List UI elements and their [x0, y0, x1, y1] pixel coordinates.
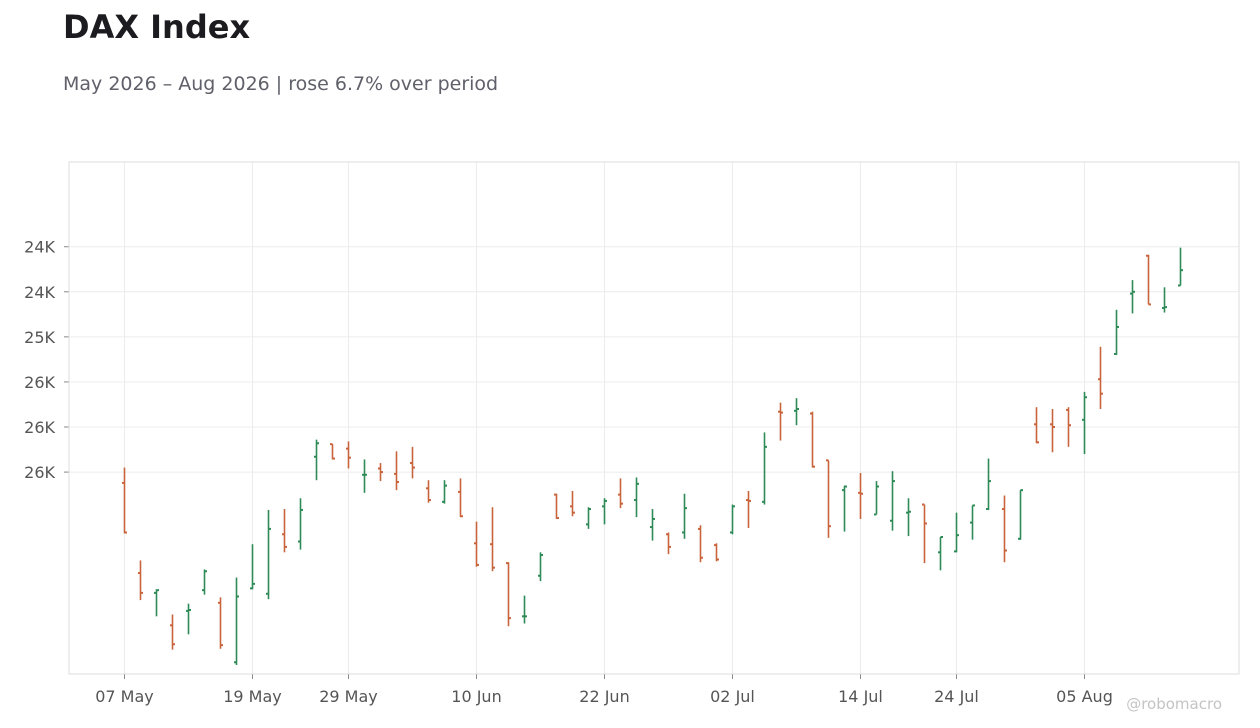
x-tick-label: 22 Jun [579, 687, 629, 706]
ohlc-bar [538, 552, 543, 582]
ohlc-bar [362, 459, 367, 493]
ohlc-bar [858, 472, 863, 519]
chart-title: DAX Index [63, 8, 251, 46]
ohlc-bar [650, 509, 655, 541]
ohlc-bar [970, 504, 975, 540]
x-tick-label: 14 Jul [838, 687, 883, 706]
ohlc-bar [138, 560, 143, 601]
ohlc-bar [1082, 391, 1087, 455]
ohlc-bar [714, 543, 719, 562]
y-tick-label: 26K [24, 418, 55, 437]
x-axis-labels: 07 May 19 May 29 May 10 Jun 22 Jun 02 Jul 14 J… [95, 687, 1113, 706]
ohlc-bar [586, 507, 591, 529]
ohlc-bar [378, 463, 383, 482]
ohlc-bar [250, 544, 255, 590]
ohlc-bar [778, 402, 783, 441]
y-tick-label: 25K [24, 328, 55, 347]
ohlc-bar [1034, 407, 1039, 444]
ohlc-bar [922, 503, 927, 564]
ohlc-bar [762, 432, 767, 505]
y-tick-label: 26K [24, 463, 55, 482]
ohlc-bar [506, 562, 511, 627]
x-tick-label: 02 Jul [710, 687, 755, 706]
ohlc-bar [1114, 309, 1119, 355]
ohlc-bar [1050, 408, 1055, 453]
ohlc-bar [986, 458, 991, 511]
ohlc-bar [1178, 247, 1183, 287]
ohlc-bar [266, 509, 271, 600]
ohlc-bar [282, 509, 287, 553]
grid-lines [64, 162, 1239, 679]
ohlc-bar [1018, 489, 1023, 540]
ohlc-bar [442, 480, 447, 504]
plot-frame [68, 161, 1240, 675]
ohlc-bar [906, 498, 911, 537]
ohlc-bar [810, 411, 815, 468]
ohlc-bar [122, 467, 127, 534]
ohlc-bar [330, 443, 335, 460]
ohlc-bar [234, 577, 239, 665]
ohlc-bar [202, 569, 207, 595]
ohlc-bar [890, 471, 895, 531]
ohlc-bar [602, 498, 607, 525]
ohlc-bar [1162, 287, 1167, 313]
x-tick-label: 19 May [223, 687, 282, 706]
ohlc-bar [666, 532, 671, 555]
ohlc-bars [122, 247, 1183, 665]
x-tick-label: 24 Jul [934, 687, 979, 706]
ohlc-bar [154, 589, 159, 617]
ohlc-bar [746, 491, 751, 528]
x-tick-label: 05 Aug [1056, 687, 1113, 706]
ohlc-bar [938, 535, 943, 571]
ohlc-bar [634, 477, 639, 518]
ohlc-bar [874, 481, 879, 516]
ohlc-bar [794, 398, 799, 426]
ohlc-bar [474, 521, 479, 567]
ohlc-bar [186, 603, 191, 635]
ohlc-bar [346, 441, 351, 469]
ohlc-bar [570, 491, 575, 517]
y-tick-label: 26K [24, 373, 55, 392]
x-tick-label: 10 Jun [451, 687, 501, 706]
ohlc-bar [1002, 495, 1007, 563]
ohlc-bar [458, 478, 463, 518]
ohlc-bar [698, 525, 703, 563]
ohlc-bar [314, 439, 319, 481]
x-tick-label: 07 May [95, 687, 154, 706]
ohlc-bar [954, 512, 959, 553]
ohlc-bar [826, 459, 831, 538]
ohlc-bar [170, 614, 175, 650]
watermark: @robomacro [1126, 695, 1222, 713]
ohlc-bar [410, 446, 415, 479]
ohlc-bar [1146, 254, 1151, 306]
ohlc-bar [1066, 407, 1071, 447]
ohlc-bar [554, 493, 559, 520]
ohlc-bar [1130, 280, 1135, 314]
ohlc-bar [842, 485, 847, 532]
y-axis-labels: 24K 24K 25K 26K 26K 26K [24, 238, 55, 482]
ohlc-bar [394, 451, 399, 491]
ohlc-bar [490, 507, 495, 572]
ohlc-bar [426, 480, 431, 503]
x-tick-label: 29 May [319, 687, 378, 706]
ohlc-bar [618, 478, 623, 509]
ohlc-bar [730, 504, 735, 535]
y-tick-label: 24K [24, 238, 55, 257]
ohlc-bar [522, 595, 527, 624]
ohlc-bar [218, 597, 223, 649]
chart-subtitle: May 2026 – Aug 2026 | rose 6.7% over per… [63, 73, 499, 95]
ohlc-bar [682, 493, 687, 539]
ohlc-bar [298, 498, 303, 550]
ohlc-bar [1098, 346, 1103, 409]
y-tick-label: 24K [24, 283, 55, 302]
